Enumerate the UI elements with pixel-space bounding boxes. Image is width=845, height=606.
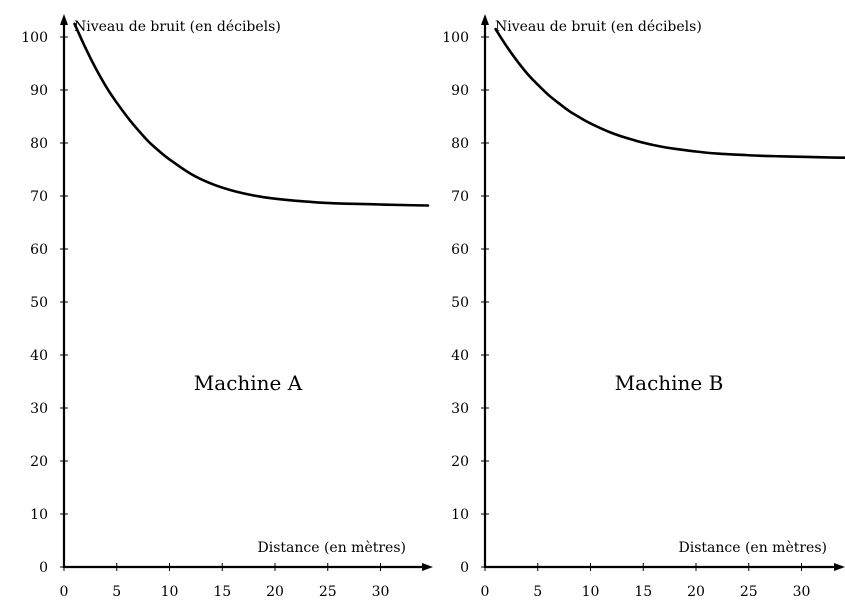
y-tick-label: 60 (30, 242, 48, 258)
x-tick-label: 0 (60, 584, 69, 600)
y-tick-label: 80 (451, 136, 469, 152)
x-axis-label: Distance (en mètres) (679, 540, 827, 556)
y-axis-label: Niveau de bruit (en décibels) (74, 19, 281, 35)
x-tick-label: 10 (582, 584, 600, 600)
y-tick-label: 0 (39, 560, 48, 576)
chart-machine-b: 0 10 20 30 40 50 60 70 80 90 100 0 5 10 15 20 25 30 Niveau… (442, 14, 845, 600)
y-tick-label: 90 (451, 83, 469, 99)
y-tick-label: 80 (30, 136, 48, 152)
y-tick-label: 90 (30, 83, 48, 99)
machine-annotation: Machine B (615, 371, 724, 395)
y-tick-label: 60 (451, 242, 469, 258)
machine-annotation: Machine A (194, 371, 303, 395)
x-tick-label: 5 (533, 584, 542, 600)
x-tick-label: 0 (481, 584, 490, 600)
x-tick-label: 25 (740, 584, 758, 600)
y-tick-label: 50 (451, 295, 469, 311)
y-tick-label: 100 (442, 30, 469, 46)
noise-curve (73, 22, 430, 207)
y-tick-label: 30 (30, 401, 48, 417)
y-tick-label: 10 (451, 507, 469, 523)
x-tick-label: 30 (793, 584, 811, 600)
y-axis-label: Niveau de bruit (en décibels) (495, 19, 702, 35)
x-axis-arrow-icon (422, 563, 433, 571)
y-tick-label: 50 (30, 295, 48, 311)
y-tick-label: 40 (451, 348, 469, 364)
x-tick-label: 15 (213, 584, 231, 600)
chart-machine-a: 0 10 20 30 40 50 60 70 80 90 100 0 5 10 15 20 25 30 Niveau… (21, 14, 433, 600)
y-tick-label: 20 (30, 454, 48, 470)
x-tick-label: 10 (161, 584, 179, 600)
x-axis-label: Distance (en mètres) (258, 540, 406, 556)
y-tick-label: 20 (451, 454, 469, 470)
x-tick-label: 5 (112, 584, 121, 600)
x-axis-arrow-icon (834, 563, 845, 571)
y-tick-label: 40 (30, 348, 48, 364)
x-tick-label: 20 (687, 584, 705, 600)
x-tick-label: 15 (634, 584, 652, 600)
x-tick-label: 20 (266, 584, 284, 600)
y-tick-label: 0 (460, 560, 469, 576)
y-tick-label: 70 (30, 189, 48, 205)
y-tick-label: 100 (21, 30, 48, 46)
y-tick-label: 70 (451, 189, 469, 205)
y-tick-label: 30 (451, 401, 469, 417)
noise-curve (494, 27, 845, 160)
y-axis-arrow-icon (481, 14, 489, 25)
y-axis-arrow-icon (60, 14, 68, 25)
x-tick-label: 30 (372, 584, 390, 600)
y-tick-label: 10 (30, 507, 48, 523)
x-tick-label: 25 (319, 584, 337, 600)
